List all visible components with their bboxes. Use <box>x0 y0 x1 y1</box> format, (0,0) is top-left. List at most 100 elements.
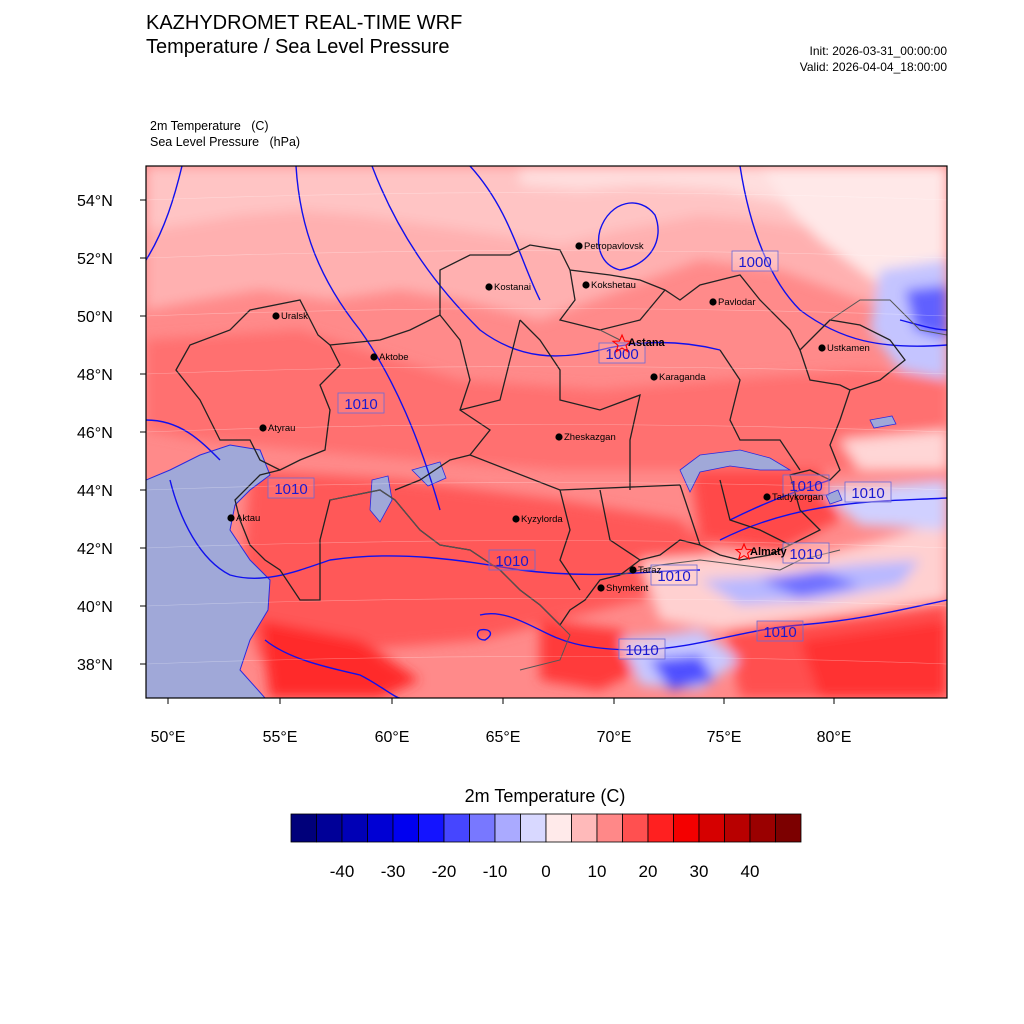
isobar-label: 1010 <box>657 568 690 585</box>
colorbar-swatch <box>469 813 496 843</box>
colorbar-swatch <box>775 813 802 843</box>
lon-label: 75°E <box>707 729 742 746</box>
lon-label: 60°E <box>375 729 410 746</box>
colorbar-swatch <box>647 813 674 843</box>
lon-label: 50°E <box>151 729 186 746</box>
capital-star-icon <box>611 333 633 353</box>
lat-label: 44°N <box>77 483 113 500</box>
lon-label: 55°E <box>263 729 298 746</box>
city-marker <box>629 566 637 574</box>
lat-label: 40°N <box>77 599 113 616</box>
city-marker <box>582 281 590 289</box>
colorbar-tick-label: -10 <box>483 862 508 881</box>
city-marker <box>227 514 235 522</box>
colorbar-swatch <box>698 813 725 843</box>
city-marker <box>597 584 605 592</box>
variable-temperature-label: 2m Temperature (C) <box>150 119 269 133</box>
city-label: Petropavlovsk <box>584 241 644 252</box>
city-label: Pavlodar <box>718 297 756 308</box>
isobar-label: 1010 <box>274 481 307 498</box>
city-marker <box>272 312 280 320</box>
city-marker <box>555 433 563 441</box>
lon-label: 80°E <box>817 729 852 746</box>
city-label: Taraz <box>638 565 661 576</box>
lon-label: 70°E <box>597 729 632 746</box>
colorbar-swatch <box>443 813 470 843</box>
latitude-labels: 54°N 52°N 50°N 48°N 46°N 44°N 42°N 40°N … <box>77 193 113 674</box>
colorbar-tick-label: 40 <box>741 862 760 881</box>
map-title: KAZHYDROMET REAL-TIME WRF <box>146 12 463 34</box>
colorbar-tick-label: 10 <box>588 862 607 881</box>
city-label: Karaganda <box>659 372 706 383</box>
colorbar-title: 2m Temperature (C) <box>464 786 626 806</box>
longitude-labels: 50°E 55°E 60°E 65°E 70°E 75°E 80°E <box>151 729 852 746</box>
isobar-label: 1000 <box>738 254 771 271</box>
lon-label: 65°E <box>486 729 521 746</box>
lat-label: 52°N <box>77 251 113 268</box>
city-marker <box>818 344 826 352</box>
city-marker <box>370 353 378 361</box>
isobar-label: 1010 <box>789 546 822 563</box>
city-label: Kostanai <box>494 282 531 293</box>
isobar-label: 1010 <box>344 396 377 413</box>
isobar-label: 1010 <box>789 478 822 495</box>
pressure-isobars <box>146 166 947 698</box>
init-time: Init: 2026-03-31_00:00:00 <box>809 44 947 58</box>
variable-pressure-label: Sea Level Pressure (hPa) <box>150 135 301 149</box>
lat-label: 46°N <box>77 425 113 442</box>
lat-label: 42°N <box>77 541 113 558</box>
isobar-labels: 1000 1000 1010 1010 1010 1010 1010 1010 … <box>267 250 892 660</box>
city-label: Ustkamen <box>827 343 870 354</box>
lat-label: 48°N <box>77 367 113 384</box>
colorbar-swatch <box>673 813 700 843</box>
colorbar-swatch <box>316 813 343 843</box>
city-label: Atyrau <box>268 423 295 434</box>
colorbar-swatch <box>749 813 776 843</box>
colorbar-tick-label: -30 <box>381 862 406 881</box>
colorbar-ticks: -40 -30 -20 -10 0 10 20 30 40 <box>330 862 760 881</box>
city-label: Taldykorgan <box>772 492 823 503</box>
colorbar-swatch <box>290 813 317 843</box>
isobar-label: 1000 <box>605 346 638 363</box>
isobar-label: 1010 <box>851 485 884 502</box>
colorbar-tick-label: -40 <box>330 862 355 881</box>
colorbar-swatch <box>418 813 445 843</box>
city-label: Astana <box>628 337 666 349</box>
colorbar-tick-label: 0 <box>541 862 550 881</box>
city-star-icon <box>734 542 754 561</box>
lat-label: 54°N <box>77 193 113 210</box>
city-marker <box>485 283 493 291</box>
map-subtitle: Temperature / Sea Level Pressure <box>146 36 450 58</box>
colorbar-swatch <box>622 813 649 843</box>
colorbar-swatch <box>596 813 623 843</box>
colorbar-swatch <box>545 813 572 843</box>
city-marker <box>259 424 267 432</box>
lat-label: 50°N <box>77 309 113 326</box>
valid-time: Valid: 2026-04-04_18:00:00 <box>799 60 947 74</box>
colorbar-swatch <box>494 813 521 843</box>
city-label: Aktau <box>236 513 260 524</box>
colorbar-swatch <box>520 813 547 843</box>
city-marker <box>650 373 658 381</box>
isobar-label: 1010 <box>625 642 658 659</box>
colorbar-swatch <box>571 813 598 843</box>
city-marker <box>512 515 520 523</box>
city-marker <box>709 298 717 306</box>
city-marker <box>763 493 771 501</box>
colorbar-swatch <box>341 813 368 843</box>
city-label: Kokshetau <box>591 280 636 291</box>
city-label: Shymkent <box>606 583 649 594</box>
temperature-field <box>146 166 947 698</box>
colorbar <box>290 813 802 843</box>
colorbar-swatch <box>392 813 419 843</box>
colorbar-swatch <box>724 813 751 843</box>
colorbar-tick-label: -20 <box>432 862 457 881</box>
city-label: Aktobe <box>379 352 409 363</box>
lat-label: 38°N <box>77 657 113 674</box>
city-label: Zheskazgan <box>564 432 616 443</box>
isobar-label: 1010 <box>763 624 796 641</box>
city-label: Kyzylorda <box>521 514 563 525</box>
city-markers: Petropavlovsk Kostanai Kokshetau Pavloda… <box>227 241 870 594</box>
colorbar-swatch <box>367 813 394 843</box>
